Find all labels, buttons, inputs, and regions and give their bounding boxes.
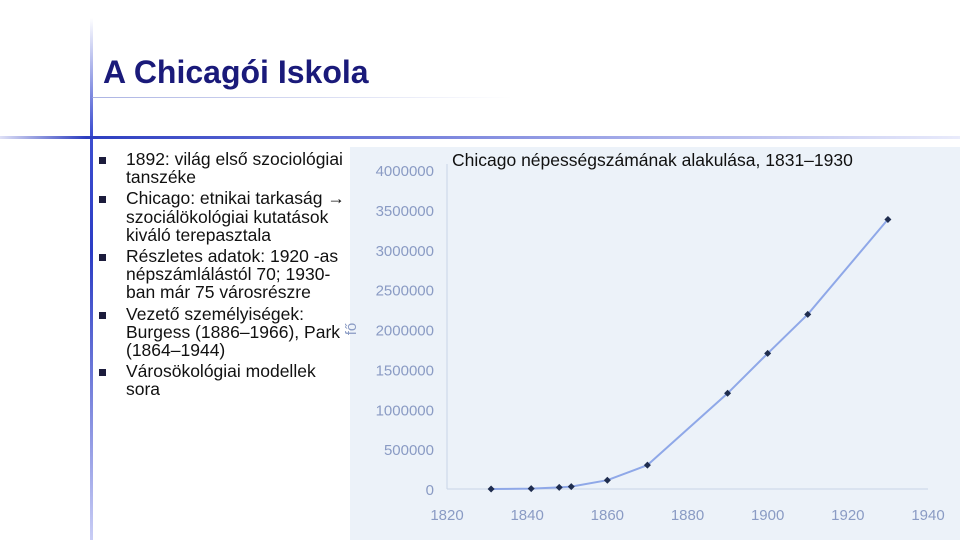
data-point bbox=[724, 389, 732, 397]
data-point bbox=[567, 483, 575, 491]
bullet-text: 1892: világ első szociológiai tanszéke bbox=[126, 149, 343, 188]
bullet-item: Városökológiai modellek sora bbox=[95, 361, 345, 400]
slide-title: A Chicagói Iskola bbox=[103, 54, 369, 90]
title-underline bbox=[92, 97, 512, 98]
square-bullet-icon bbox=[99, 157, 106, 164]
square-bullet-icon bbox=[99, 311, 106, 319]
y-tick-label: 2000000 bbox=[376, 323, 434, 340]
x-tick-label: 1920 bbox=[831, 507, 864, 524]
y-tick-label: 1500000 bbox=[376, 362, 434, 379]
y-tick-label: 0 bbox=[426, 482, 434, 499]
square-bullet-icon bbox=[99, 369, 106, 377]
bullet-text: Városökológiai modellek sora bbox=[126, 361, 316, 400]
x-tick-label: 1900 bbox=[751, 507, 784, 524]
bullet-list: 1892: világ első szociológiai tanszéke C… bbox=[95, 150, 345, 402]
data-point bbox=[884, 215, 892, 223]
y-axis-label: fő bbox=[343, 323, 360, 336]
series-line bbox=[491, 218, 889, 490]
x-tick-label: 1940 bbox=[911, 507, 944, 524]
data-point bbox=[603, 476, 611, 484]
bullet-text: Vezető személyiségek: Burgess (1886–1966… bbox=[126, 303, 341, 361]
y-tick-label: 1000000 bbox=[376, 402, 434, 419]
square-bullet-icon bbox=[99, 196, 106, 204]
y-tick-label: 500000 bbox=[384, 442, 434, 459]
bullet-text: Részletes adatok: 1920 -as népszámlálást… bbox=[126, 246, 339, 303]
y-tick-label: 3500000 bbox=[376, 203, 434, 220]
data-point bbox=[527, 485, 535, 493]
x-tick-label: 1820 bbox=[430, 507, 463, 524]
data-point bbox=[804, 310, 812, 318]
data-point bbox=[555, 483, 563, 491]
x-tick-label: 1840 bbox=[510, 507, 543, 524]
vertical-accent-line bbox=[90, 18, 93, 540]
chart-title: Chicago népességszámának alakulása, 1831… bbox=[452, 150, 853, 170]
x-tick-label: 1860 bbox=[591, 507, 624, 524]
data-point bbox=[764, 349, 772, 357]
y-tick-label: 4000000 bbox=[376, 163, 434, 180]
y-tick-label: 3000000 bbox=[376, 243, 434, 260]
data-point bbox=[487, 485, 495, 493]
bullet-item: Chicago: etnikai tarkaság → szociálökoló… bbox=[95, 189, 345, 244]
bullet-item: Vezető személyiségek: Burgess (1886–1966… bbox=[95, 305, 345, 360]
horizontal-accent-line bbox=[0, 136, 960, 139]
bullet-item: Részletes adatok: 1920 -as népszámlálást… bbox=[95, 247, 345, 302]
bullet-item: 1892: világ első szociológiai tanszéke bbox=[95, 150, 345, 186]
x-tick-label: 1880 bbox=[671, 507, 704, 524]
y-tick-label: 2500000 bbox=[376, 283, 434, 300]
bullet-text: Chicago: etnikai tarkaság → szociálökoló… bbox=[126, 188, 345, 245]
chart-background bbox=[350, 147, 960, 540]
square-bullet-icon bbox=[99, 254, 106, 262]
data-point bbox=[643, 461, 651, 469]
